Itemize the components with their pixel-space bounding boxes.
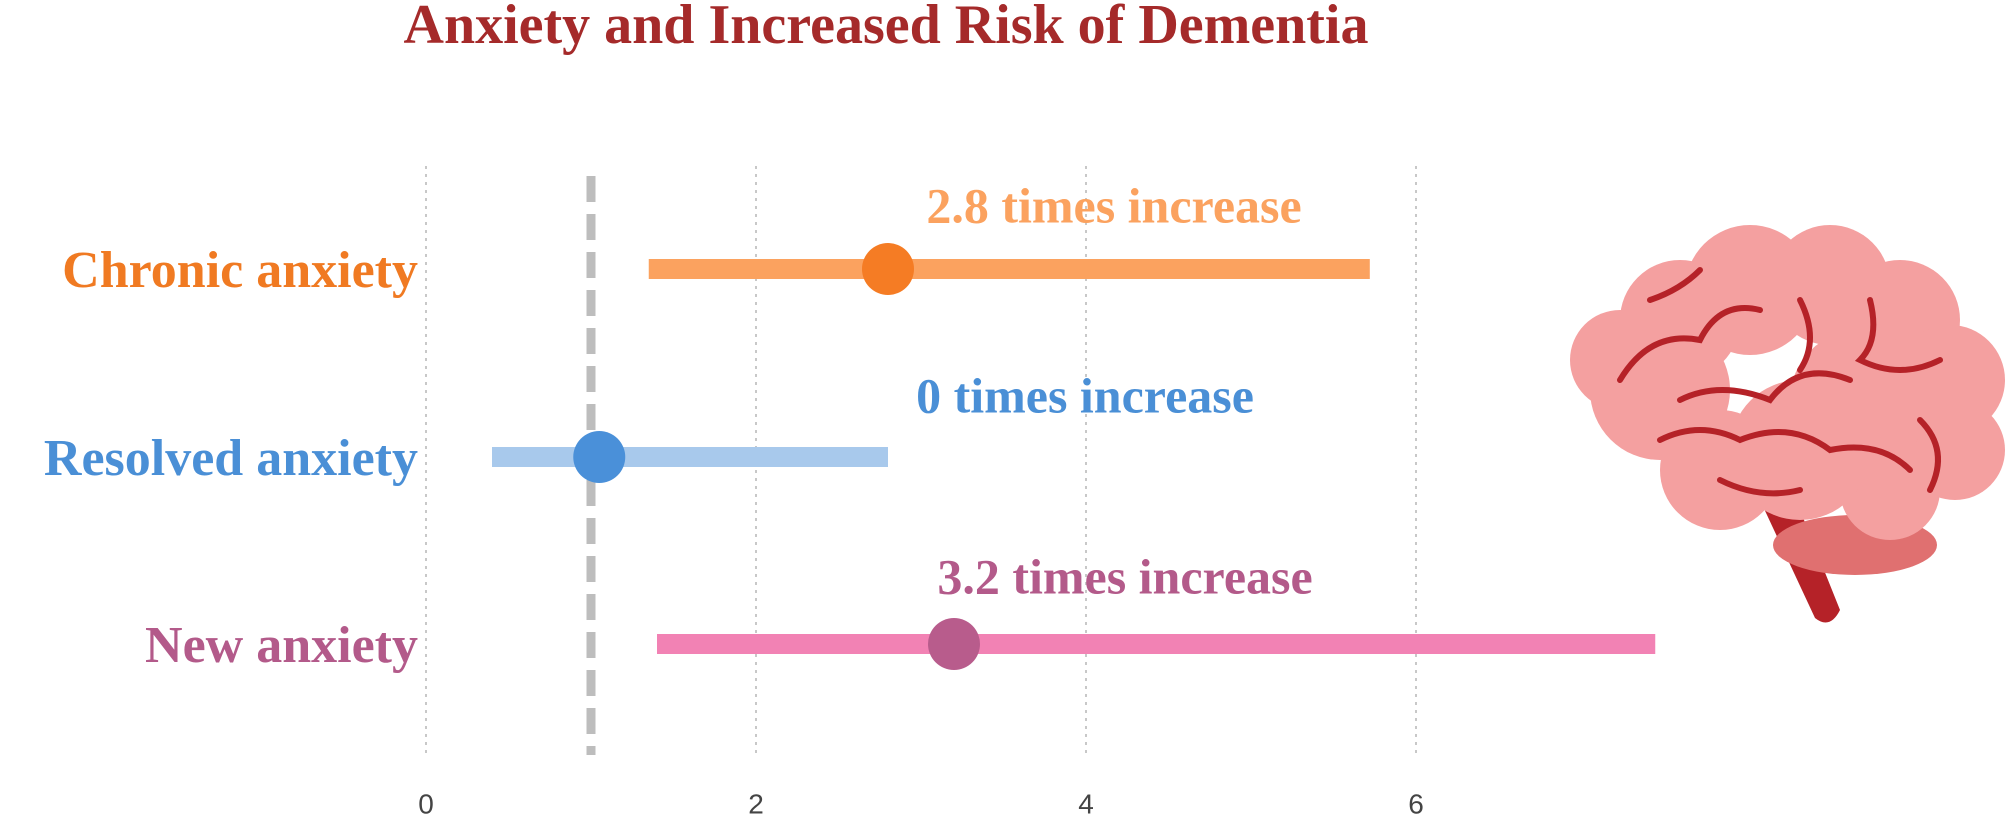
annotation: 3.2 times increase <box>937 548 1312 604</box>
x-tick-label: 4 <box>1078 788 1094 819</box>
point-estimate <box>862 243 914 295</box>
x-tick-label: 0 <box>418 788 434 819</box>
x-tick-label: 2 <box>748 788 764 819</box>
category-label: New anxiety <box>145 617 418 674</box>
brain-illustration <box>1570 225 2005 623</box>
point-estimate <box>928 618 980 670</box>
annotation: 2.8 times increase <box>926 177 1301 233</box>
chart-title: Anxiety and Increased Risk of Dementia <box>404 0 1369 56</box>
category-label: Resolved anxiety <box>44 430 418 487</box>
x-tick-label: 6 <box>1408 788 1424 819</box>
annotation: 0 times increase <box>916 367 1254 423</box>
category-label: Chronic anxiety <box>62 242 418 299</box>
point-estimate <box>573 431 626 483</box>
